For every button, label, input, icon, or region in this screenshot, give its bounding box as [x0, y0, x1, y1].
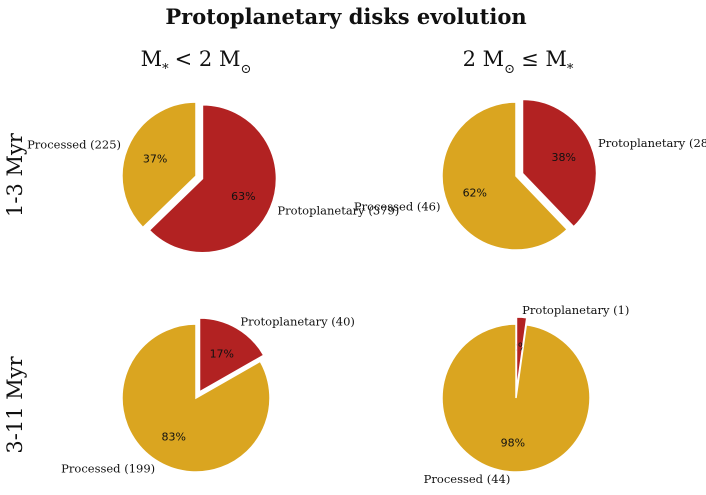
- column-header-low-mass: M* < 2 M⊙: [141, 47, 252, 77]
- pie-category-label-processed-r0c0: Processed (225): [27, 137, 121, 151]
- pie-pct-label-protoplanetary-r0c0: 63%: [231, 190, 255, 203]
- pie-category-label-protoplanetary-r0c1: Protoplanetary (28): [598, 136, 706, 150]
- pie-slice-processed-r1c1: [441, 323, 591, 473]
- pie-category-label-protoplanetary-r1c1: Protoplanetary (1): [522, 303, 629, 317]
- pie-slice-processed-r0c1: [441, 101, 569, 251]
- pie-pct-label-processed-r1c1: 98%: [501, 436, 525, 449]
- pie-category-label-protoplanetary-r1c0: Protoplanetary (40): [240, 315, 355, 329]
- pie-slice-protoplanetary-r0c1: [521, 98, 598, 228]
- pie-pct-label-processed-r1c0: 83%: [161, 430, 185, 443]
- pie-slice-protoplanetary-r0c0: [148, 103, 278, 254]
- pie-slice-processed-r0c0: [121, 101, 197, 229]
- pie-category-label-processed-r1c0: Processed (199): [61, 461, 155, 475]
- pie-pct-label-processed-r0c0: 37%: [143, 153, 167, 166]
- pie-category-label-protoplanetary-r0c0: Protoplanetary (379): [277, 203, 399, 217]
- pie-slice-processed-r1c0: [121, 323, 271, 473]
- pie-pct-label-protoplanetary-r1c0: 17%: [210, 348, 234, 361]
- row-header-1-3-myr: 1-3 Myr: [3, 132, 27, 217]
- row-header-3-11-myr: 3-11 Myr: [3, 355, 27, 453]
- pie-panels: 63% Protoplanetary (379) 37% Processed (225…: [27, 98, 706, 486]
- pie-category-label-processed-r1c1: Processed (44): [424, 472, 511, 486]
- pie-slice-protoplanetary-r1c0: [198, 317, 265, 394]
- pie-category-label-processed-r0c1: Processed (46): [354, 199, 441, 213]
- chart-title: Protoplanetary disks evolution: [165, 4, 526, 29]
- pie-pct-label-processed-r0c1: 62%: [463, 187, 487, 200]
- column-header-high-mass: 2 M⊙ ≤ M*: [463, 47, 574, 77]
- pie-pct-label-protoplanetary-r0c1: 38%: [551, 151, 575, 164]
